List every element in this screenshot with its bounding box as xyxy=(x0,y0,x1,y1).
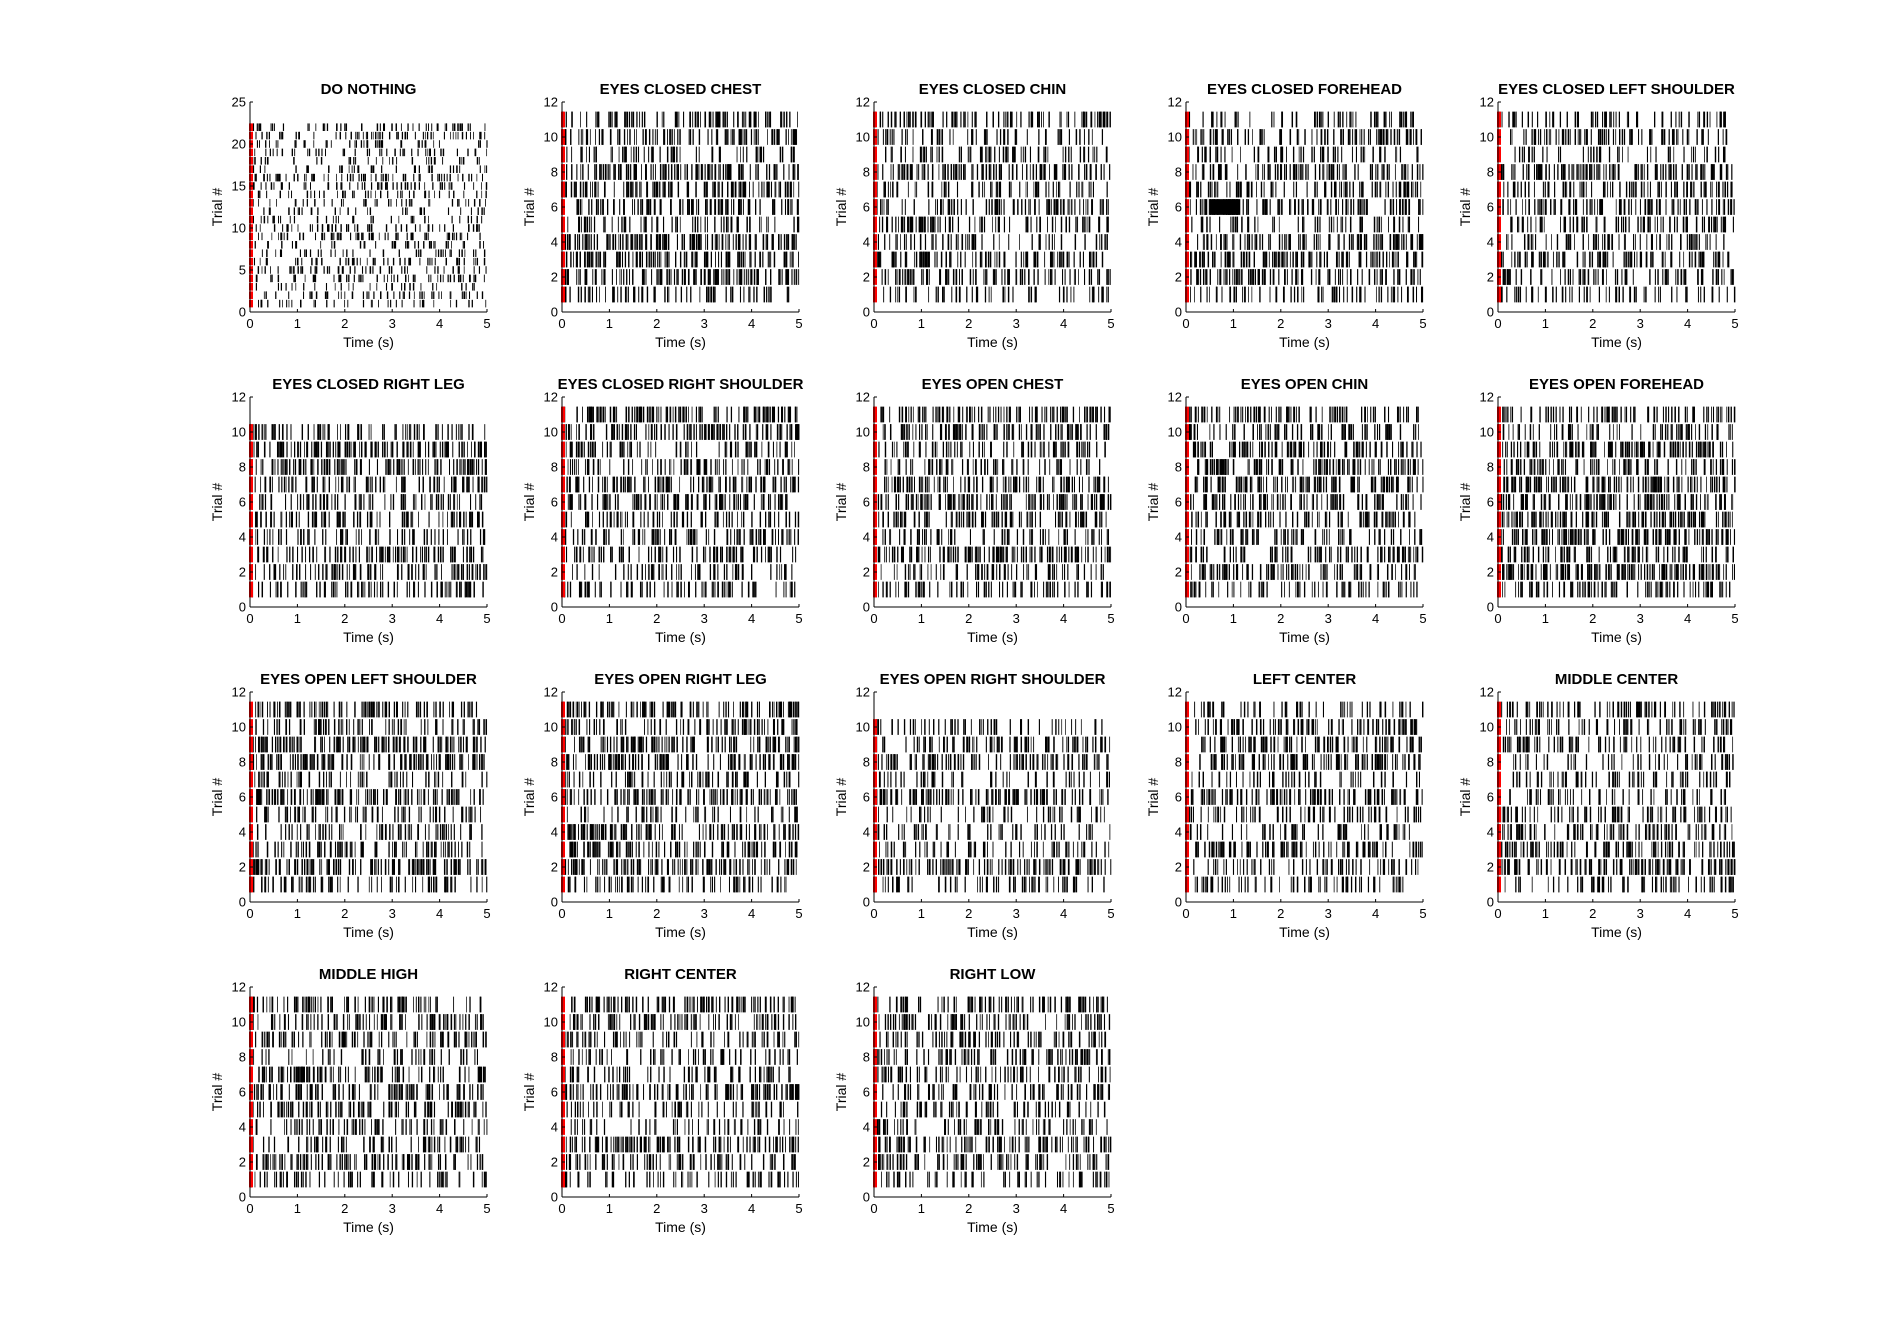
y-axis-label: Trial # xyxy=(521,188,537,227)
x-tick-label: 5 xyxy=(795,316,802,331)
x-tick-label: 3 xyxy=(389,316,396,331)
y-tick-label: 4 xyxy=(551,235,558,250)
x-tick-label: 0 xyxy=(1182,316,1189,331)
panel-title: EYES CLOSED LEFT SHOULDER xyxy=(1498,81,1735,98)
y-tick-label: 4 xyxy=(863,235,870,250)
x-tick-label: 1 xyxy=(1542,316,1549,331)
y-tick-label: 12 xyxy=(544,95,558,110)
x-tick-label: 0 xyxy=(558,316,565,331)
x-tick-label: 1 xyxy=(606,316,613,331)
x-tick-label: 0 xyxy=(870,316,877,331)
x-tick-label: 4 xyxy=(1060,316,1067,331)
x-tick-label: 2 xyxy=(1277,316,1284,331)
x-tick-label: 4 xyxy=(1372,316,1379,331)
y-tick-label: 6 xyxy=(863,200,870,215)
x-tick-label: 0 xyxy=(1494,316,1501,331)
x-tick-label: 2 xyxy=(965,316,972,331)
x-tick-label: 1 xyxy=(1230,316,1237,331)
y-tick-label: 8 xyxy=(1175,165,1182,180)
y-axis-label: Trial # xyxy=(1457,188,1473,227)
y-tick-label: 0 xyxy=(1175,305,1182,320)
y-tick-label: 10 xyxy=(1480,130,1494,145)
x-tick-label: 5 xyxy=(1107,316,1114,331)
y-tick-label: 10 xyxy=(544,130,558,145)
x-axis-label: Time (s) xyxy=(967,334,1018,350)
y-tick-label: 6 xyxy=(551,200,558,215)
x-tick-label: 4 xyxy=(1684,316,1691,331)
panel-title: EYES CLOSED CHEST xyxy=(600,81,762,98)
y-tick-label: 0 xyxy=(551,305,558,320)
y-tick-label: 10 xyxy=(1168,130,1182,145)
spike-train-group xyxy=(249,123,488,308)
y-tick-label: 0 xyxy=(863,305,870,320)
spike-train-group xyxy=(873,111,1111,303)
x-tick-label: 2 xyxy=(653,316,660,331)
x-axis-label: Time (s) xyxy=(655,334,706,350)
panel-title: EYES CLOSED FOREHEAD xyxy=(1207,81,1402,98)
raster-panel: DO NOTHING 0 1 2 3 4 5 0 5 10 15 20 25 Time (s) Trial … xyxy=(209,81,491,350)
panel-title: EYES CLOSED RIGHT LEG xyxy=(272,376,465,393)
y-tick-label: 12 xyxy=(1168,95,1182,110)
y-tick-label: 25 xyxy=(232,95,246,110)
panel-title: EYES CLOSED CHIN xyxy=(919,81,1067,98)
x-axis-label: Time (s) xyxy=(1591,334,1642,350)
spike-train-group xyxy=(1185,111,1424,303)
y-tick-label: 6 xyxy=(1175,200,1182,215)
y-tick-label: 2 xyxy=(551,270,558,285)
y-tick-label: 12 xyxy=(1480,95,1494,110)
x-axis-label: Time (s) xyxy=(1279,334,1330,350)
y-tick-label: 8 xyxy=(551,165,558,180)
y-tick-label: 12 xyxy=(856,95,870,110)
y-tick-label: 0 xyxy=(239,305,246,320)
y-tick-label: 4 xyxy=(1487,235,1494,250)
x-tick-label: 3 xyxy=(1637,316,1644,331)
x-tick-label: 2 xyxy=(1589,316,1596,331)
y-axis-label: Trial # xyxy=(833,188,849,227)
y-tick-label: 8 xyxy=(863,165,870,180)
spike-train-group xyxy=(561,111,800,303)
x-axis-label: Time (s) xyxy=(343,334,394,350)
y-tick-label: 2 xyxy=(863,270,870,285)
x-tick-label: 4 xyxy=(748,316,755,331)
y-tick-label: 4 xyxy=(1175,235,1182,250)
y-tick-label: 10 xyxy=(856,130,870,145)
x-tick-label: 2 xyxy=(341,316,348,331)
x-tick-label: 3 xyxy=(701,316,708,331)
y-tick-label: 10 xyxy=(232,221,246,236)
x-tick-label: 0 xyxy=(246,316,253,331)
y-tick-label: 2 xyxy=(1175,270,1182,285)
x-tick-label: 4 xyxy=(436,316,443,331)
y-axis-label: Trial # xyxy=(1145,188,1161,227)
y-tick-label: 5 xyxy=(239,263,246,278)
y-axis-label: Trial # xyxy=(209,188,225,227)
panel-title: DO NOTHING xyxy=(321,81,417,98)
spike-train-group xyxy=(249,424,488,598)
x-tick-label: 3 xyxy=(1013,316,1020,331)
x-tick-label: 1 xyxy=(294,316,301,331)
spike-train-group xyxy=(1497,111,1736,303)
x-tick-label: 5 xyxy=(1731,316,1738,331)
x-tick-label: 5 xyxy=(483,316,490,331)
y-tick-label: 0 xyxy=(1487,305,1494,320)
spike-burst xyxy=(1209,199,1239,215)
x-tick-label: 3 xyxy=(1325,316,1332,331)
y-tick-label: 8 xyxy=(1487,165,1494,180)
y-tick-label: 15 xyxy=(232,179,246,194)
x-tick-label: 1 xyxy=(918,316,925,331)
y-tick-label: 2 xyxy=(1487,270,1494,285)
x-tick-label: 5 xyxy=(1419,316,1426,331)
y-tick-label: 6 xyxy=(1487,200,1494,215)
y-tick-label: 20 xyxy=(232,137,246,152)
